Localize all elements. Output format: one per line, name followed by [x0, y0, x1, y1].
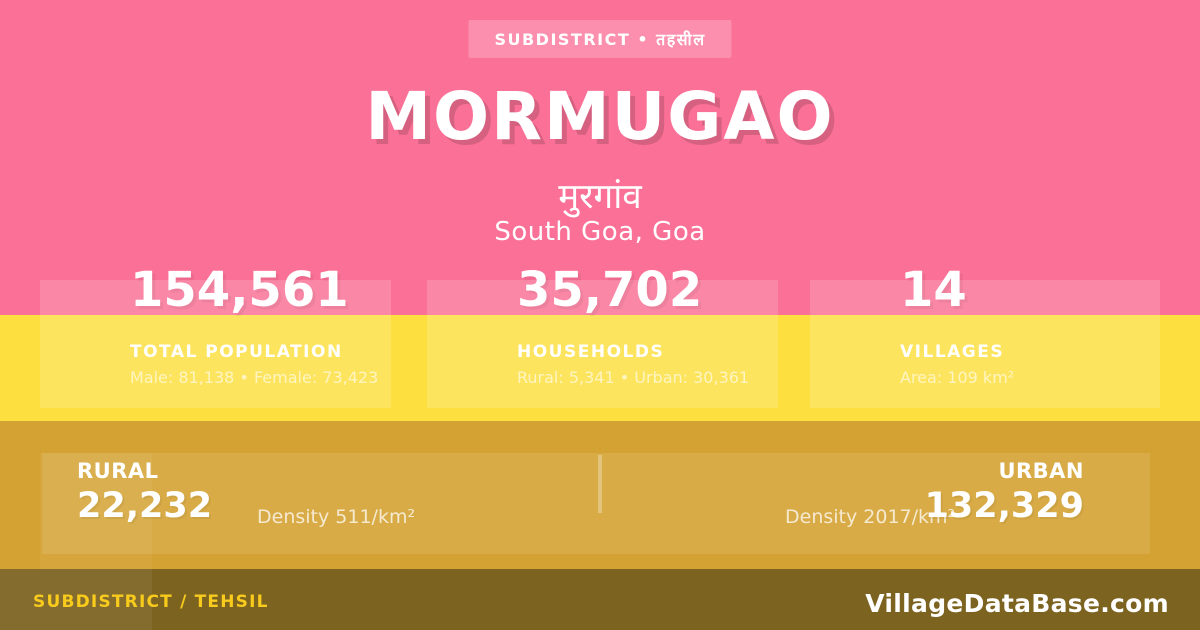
urban-label: URBAN [998, 459, 1084, 483]
rural-density: Density 511/km² [257, 506, 416, 528]
page-title: MORMUGAO [365, 78, 835, 155]
urban-value: 132,329 [924, 486, 1084, 526]
breakdown-divider [598, 455, 602, 513]
breakdown-panel-bg [42, 453, 1150, 554]
urban-density: Density 2017/km² [785, 506, 956, 528]
stat-households: 35,702 HOUSEHOLDS Rural: 5,341 • Urban: … [517, 266, 749, 386]
gold-breakdown-band [0, 421, 1200, 569]
stat-villages: 14 VILLAGES Area: 109 km² [900, 266, 1014, 386]
stat-card-population-bg [40, 280, 391, 408]
footer-band [0, 569, 1200, 630]
rural-population-block: RURAL 22,232 [77, 461, 212, 524]
stat-card-households-bg [427, 280, 778, 408]
stat-total-population: 154,561 TOTAL POPULATION Male: 81,138 • … [130, 266, 378, 386]
stat-card-villages-bg [810, 280, 1160, 408]
website-name: VillageDataBase.com [865, 589, 1169, 618]
stat-value: 35,702 [517, 262, 703, 318]
stat-value: 14 [900, 262, 967, 318]
urban-population-block: URBAN 132,329 [925, 461, 1084, 524]
stat-label: HOUSEHOLDS [517, 342, 665, 362]
left-highlight-strip [40, 453, 152, 569]
rural-label: RURAL [77, 459, 159, 483]
pink-header-band [0, 0, 1200, 315]
native-name: मुरगांव [558, 177, 642, 217]
district-state-location: South Goa, Goa [494, 217, 706, 247]
yellow-stats-band [0, 315, 1200, 421]
stat-label: VILLAGES [900, 342, 1005, 362]
footer-highlight-strip [0, 569, 152, 630]
stat-detail: Rural: 5,341 • Urban: 30,361 [517, 368, 750, 387]
stat-label: TOTAL POPULATION [130, 342, 343, 362]
stat-value: 154,561 [130, 262, 349, 318]
stat-detail: Male: 81,138 • Female: 73,423 [130, 368, 379, 387]
type-badge-label: SUBDISTRICT • तहसील [494, 30, 706, 49]
stat-detail: Area: 109 km² [900, 368, 1015, 387]
type-badge: SUBDISTRICT • तहसील [468, 20, 732, 58]
rural-value: 22,232 [77, 486, 213, 526]
footer-category-label: SUBDISTRICT / TEHSIL [33, 592, 269, 612]
